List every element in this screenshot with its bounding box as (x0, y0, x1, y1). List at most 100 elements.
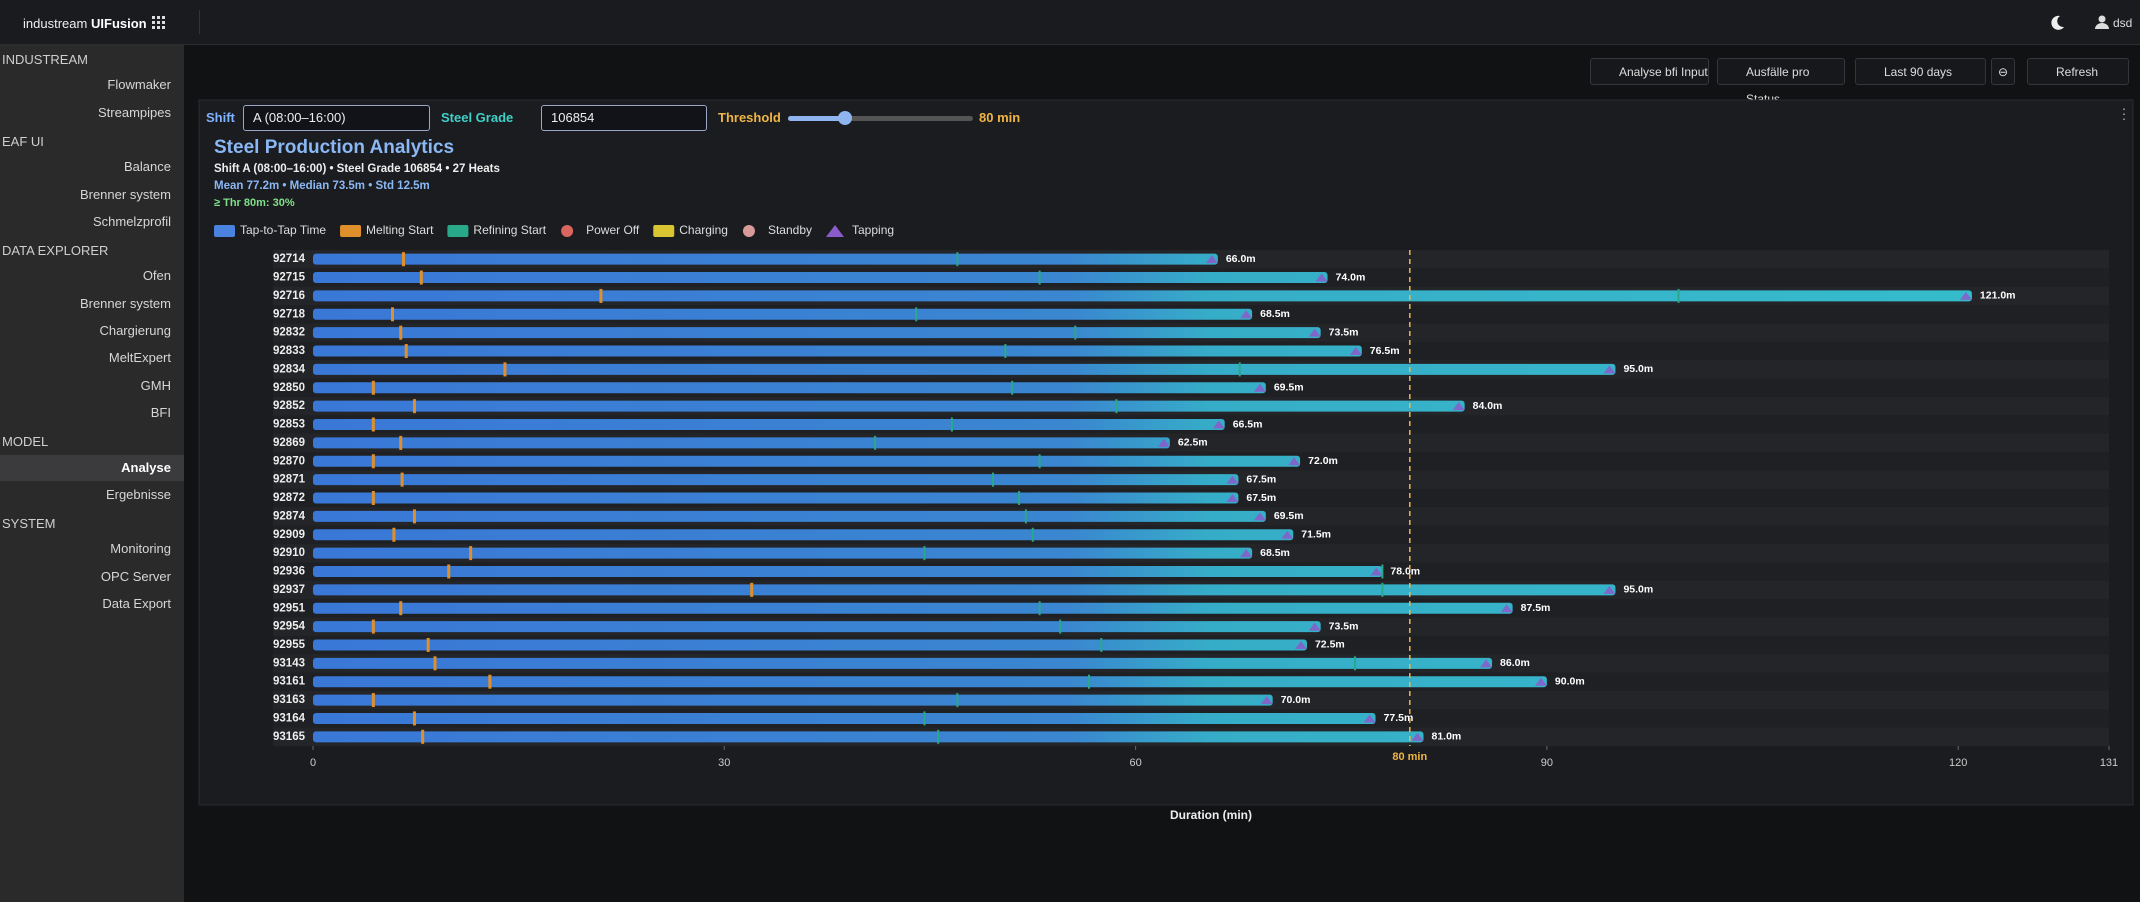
shift-label: Shift (206, 110, 235, 125)
legend-marker (561, 225, 574, 237)
sidebar-item[interactable]: Streampipes (98, 104, 171, 120)
x-tick-label: 0 (310, 757, 316, 769)
bar (313, 547, 1253, 559)
bar (313, 308, 1253, 320)
toolbar-button[interactable]: Analyse bfi Input (1590, 58, 1709, 85)
bar (313, 657, 1493, 669)
value-label: 68.5m (1260, 308, 1290, 320)
slider-thumb[interactable] (838, 111, 852, 125)
apps-icon[interactable] (152, 16, 166, 30)
bar (313, 529, 1294, 541)
melting-start-marker (391, 307, 395, 322)
melting-start-marker (412, 509, 416, 524)
y-tick-label: 92937 (273, 584, 305, 596)
slider-fill (788, 116, 846, 121)
shift-select[interactable]: A (08:00–16:00) (243, 105, 430, 131)
threshold-label: Threshold (718, 110, 781, 125)
bar (313, 639, 1307, 651)
refining-start-marker (1024, 509, 1027, 524)
tapping-marker (1315, 273, 1328, 282)
zoom-out-button[interactable]: ⊖ (1991, 58, 2015, 85)
refining-start-marker (1115, 399, 1118, 414)
sidebar-item[interactable]: Ergebnisse (105, 486, 171, 502)
sidebar-item[interactable]: Ofen (142, 268, 171, 284)
x-axis-title: Duration (min) (1170, 808, 1252, 822)
chart-subtitle: Shift A (08:00–16:00) • Steel Grade 1068… (214, 163, 500, 175)
refining-start-marker (1677, 288, 1680, 303)
refining-start-marker (1087, 674, 1090, 689)
legend-label: Refining Start (473, 223, 546, 237)
user-name[interactable]: dsd (2113, 16, 2133, 30)
value-label: 70.0m (1281, 694, 1311, 706)
slider-track[interactable] (788, 116, 973, 121)
divider (199, 10, 200, 34)
y-tick-label: 92832 (273, 327, 305, 339)
y-tick-label: 92850 (273, 382, 305, 394)
melting-start-marker (400, 472, 404, 487)
sidebar-item[interactable]: Analyse (0, 454, 184, 481)
tapping-marker (1240, 549, 1253, 558)
melting-start-marker (469, 546, 473, 561)
bar (313, 437, 1170, 449)
y-tick-label: 92869 (273, 437, 305, 449)
user-icon[interactable] (2095, 15, 2109, 29)
value-label: 74.0m (1336, 271, 1366, 283)
sidebar-item[interactable]: Brenner system (79, 295, 171, 311)
sidebar-item[interactable]: Flowmaker (107, 77, 171, 93)
tapping-marker (1308, 622, 1321, 631)
value-label: 86.0m (1500, 657, 1530, 669)
sidebar-item[interactable]: OPC Server (100, 568, 171, 584)
sidebar-item[interactable]: GMH (140, 377, 171, 393)
tapping-marker (1411, 732, 1424, 741)
legend-label: Charging (679, 223, 728, 237)
y-tick-label: 92715 (273, 272, 306, 284)
bar (313, 492, 1239, 504)
sidebar-item[interactable]: Schmelzprofil (92, 213, 171, 229)
refining-start-marker (915, 307, 918, 322)
sidebar-item[interactable]: Brenner system (79, 186, 171, 202)
theme-toggle[interactable] (2049, 14, 2065, 30)
y-tick-label: 93143 (273, 657, 305, 669)
refining-start-marker (1004, 344, 1007, 359)
refining-start-marker (923, 546, 926, 561)
y-tick-label: 92955 (273, 639, 306, 651)
melting-start-marker (371, 454, 375, 469)
panel-menu: ⋮ (2117, 106, 2131, 122)
refining-start-marker (1381, 582, 1384, 597)
sidebar-item[interactable]: Monitoring (110, 541, 171, 557)
product: UIFusion (91, 16, 147, 31)
melting-start-marker (371, 491, 375, 505)
brand: industream (23, 16, 88, 31)
sidebar-item[interactable]: MeltExpert (108, 350, 171, 366)
tapping-marker (1603, 585, 1616, 594)
bar (313, 712, 1376, 724)
y-tick-label: 93164 (273, 712, 306, 724)
bar (313, 382, 1266, 394)
toolbar-button[interactable]: Refresh (2027, 58, 2129, 85)
sidebar-item[interactable]: Data Export (102, 596, 171, 611)
tapping-marker (1226, 494, 1239, 502)
sidebar-item[interactable]: Balance (124, 159, 171, 175)
toolbar-button[interactable]: Last 90 days (1855, 58, 1986, 85)
y-tick-label: 92718 (273, 308, 306, 320)
tapping-marker (1226, 475, 1239, 484)
sidebar-item[interactable]: BFI (150, 404, 171, 420)
refining-start-marker (1038, 454, 1041, 469)
melting-start-marker (447, 564, 451, 579)
sidebar-section: DATA EXPLORER (2, 243, 109, 259)
chart-stats: Mean 77.2m • Median 73.5m • Std 12.5m (214, 180, 430, 192)
tapping-marker (1363, 714, 1376, 723)
value-label: 71.5m (1301, 529, 1331, 541)
refining-start-marker (950, 417, 953, 432)
y-tick-label: 92872 (273, 492, 305, 504)
refining-start-marker (1031, 527, 1034, 542)
grade-select[interactable]: 106854 (541, 105, 707, 131)
refining-start-marker (956, 693, 959, 708)
melting-start-marker (599, 288, 603, 303)
sidebar-item[interactable]: Chargierung (99, 323, 171, 338)
value-label: 73.5m (1329, 326, 1359, 338)
bar (313, 510, 1266, 522)
value-label: 121.0m (1980, 290, 2016, 302)
y-tick-label: 92716 (273, 290, 305, 302)
